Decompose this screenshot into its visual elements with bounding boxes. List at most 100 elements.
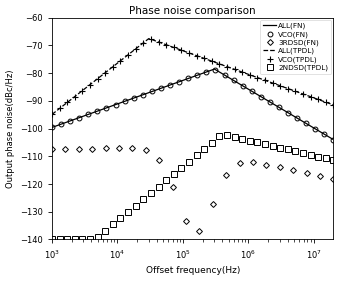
2NDSD(TPDL) [126,210,130,214]
VCO(FN) [232,79,236,82]
VCO(TPDL) [126,53,130,56]
VCO(FN) [59,123,63,126]
VCO(FN) [295,116,299,120]
Line: 2NDSD(TPDL): 2NDSD(TPDL) [49,132,336,242]
2NDSD(TPDL) [217,135,221,138]
X-axis label: Offset frequency(Hz): Offset frequency(Hz) [145,266,240,275]
2NDSD(TPDL) [240,137,244,140]
Y-axis label: Output phase noise(dBc/Hz): Output phase noise(dBc/Hz) [5,69,15,188]
2NDSD(TPDL) [293,149,297,153]
VCO(TPDL) [202,57,206,60]
VCO(FN) [123,99,127,103]
3RDSD(FN) [211,203,215,206]
Line: 3RDSD(FN): 3RDSD(FN) [50,146,336,233]
ALL(FN) [202,71,206,74]
2NDSD(TPDL) [301,151,305,155]
VCO(FN) [150,90,154,93]
3RDSD(FN) [278,166,282,169]
2NDSD(TPDL) [164,179,168,182]
VCO(TPDL) [88,83,92,86]
2NDSD(TPDL) [225,133,229,137]
3RDSD(FN) [157,158,161,162]
VCO(FN) [141,93,145,96]
2NDSD(TPDL) [80,238,84,241]
2NDSD(TPDL) [157,185,161,188]
VCO(TPDL) [324,101,328,104]
VCO(TPDL) [118,59,122,62]
ALL(TPDL) [218,62,222,66]
ALL(FN) [218,71,222,74]
3RDSD(FN) [171,185,175,189]
3RDSD(FN) [144,148,148,151]
3RDSD(FN) [197,229,201,232]
2NDSD(TPDL) [316,155,320,158]
2NDSD(TPDL) [286,148,290,151]
ALL(TPDL) [147,37,151,40]
3RDSD(FN) [238,161,242,165]
VCO(TPDL) [248,73,252,76]
VCO(FN) [50,126,54,129]
2NDSD(TPDL) [111,223,115,226]
3RDSD(FN) [63,148,67,151]
2NDSD(TPDL) [278,146,282,149]
3RDSD(FN) [117,146,121,150]
ALL(TPDL) [50,113,54,116]
VCO(TPDL) [195,54,199,57]
VCO(FN) [104,106,108,110]
ALL(FN) [50,126,54,129]
VCO(TPDL) [164,43,168,46]
2NDSD(TPDL) [50,238,54,241]
2NDSD(TPDL) [202,147,206,151]
VCO(FN) [304,122,308,125]
ALL(TPDL) [281,85,285,89]
VCO(TPDL) [278,84,282,87]
VCO(TPDL) [65,101,69,104]
3RDSD(FN) [77,147,81,151]
3RDSD(FN) [224,173,228,177]
2NDSD(TPDL) [255,141,259,144]
VCO(FN) [322,133,326,136]
VCO(FN) [332,138,336,141]
ALL(TPDL) [332,103,336,106]
VCO(TPDL) [286,87,290,90]
VCO(TPDL) [233,68,237,71]
VCO(TPDL) [332,103,336,106]
VCO(TPDL) [96,77,100,80]
2NDSD(TPDL) [332,158,336,162]
VCO(TPDL) [225,65,229,68]
Legend: ALL(FN), VCO(FN), 3RDSD(FN), ALL(TPDL), VCO(TPDL), 2NDSD(TPDL): ALL(FN), VCO(FN), 3RDSD(FN), ALL(TPDL), … [260,20,331,74]
VCO(TPDL) [149,38,153,41]
2NDSD(TPDL) [308,153,313,157]
VCO(TPDL) [58,107,62,110]
VCO(TPDL) [271,81,275,85]
Line: VCO(TPDL): VCO(TPDL) [48,36,337,118]
VCO(FN) [114,103,118,106]
Line: ALL(FN): ALL(FN) [52,69,334,140]
VCO(TPDL) [293,90,297,93]
VCO(TPDL) [210,60,214,63]
VCO(TPDL) [50,113,54,116]
2NDSD(TPDL) [141,198,145,201]
2NDSD(TPDL) [65,238,69,241]
ALL(TPDL) [325,101,329,105]
2NDSD(TPDL) [210,141,214,144]
VCO(FN) [313,127,317,131]
VCO(FN) [168,83,172,87]
VCO(TPDL) [157,40,161,44]
ALL(TPDL) [184,50,188,54]
VCO(FN) [259,95,263,98]
VCO(TPDL) [179,49,183,52]
ALL(FN) [332,138,336,141]
VCO(TPDL) [240,71,244,74]
VCO(TPDL) [103,71,107,74]
VCO(FN) [177,80,181,83]
2NDSD(TPDL) [248,139,252,142]
3RDSD(FN) [131,146,135,149]
VCO(FN) [159,87,163,90]
3RDSD(FN) [264,163,268,166]
3RDSD(FN) [251,160,255,164]
2NDSD(TPDL) [233,135,237,139]
VCO(TPDL) [141,41,145,45]
ALL(FN) [325,134,329,138]
3RDSD(FN) [50,148,54,151]
